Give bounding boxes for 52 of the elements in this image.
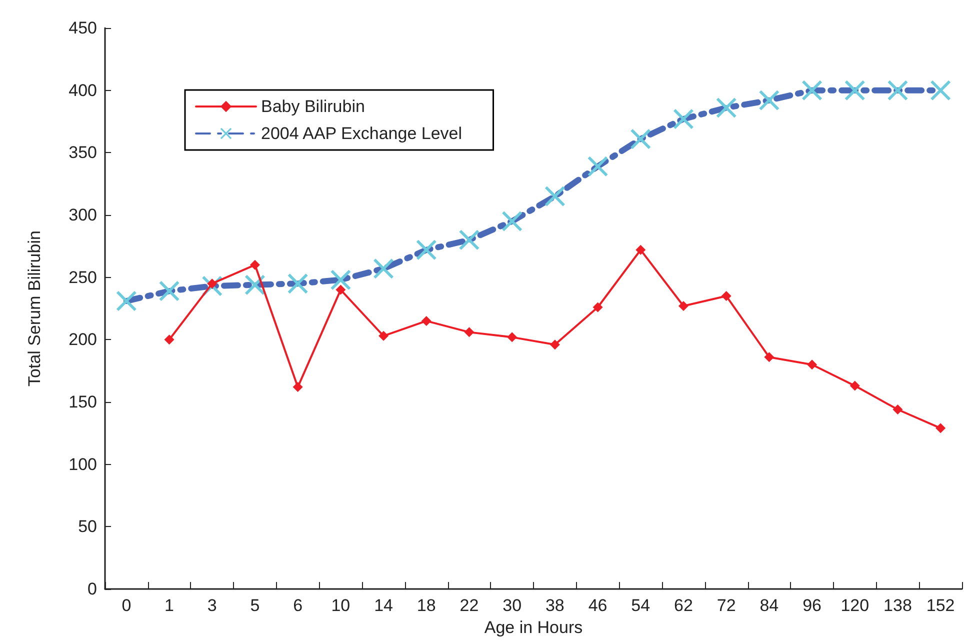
point [892,404,903,414]
x-tick-label: 46 [588,596,608,615]
point [764,352,774,362]
y-tick-label: 450 [68,18,97,38]
point [936,423,946,434]
y-tick-label: 100 [68,454,97,474]
x-tick-label: 1 [164,596,174,615]
point [464,327,474,338]
y-tick-label: 400 [68,80,97,100]
y-tick-label: 200 [68,330,97,350]
x-tick-label: 18 [416,596,436,615]
x-tick-label: 38 [545,596,564,615]
x-tick-label: 120 [840,596,870,615]
point [850,380,860,391]
point [636,244,646,255]
y-tick-label: 300 [68,206,97,224]
y-tick-label: 250 [68,268,97,287]
x-tick-label: 22 [460,596,479,615]
point [421,316,432,326]
y-tick-label: 50 [78,517,97,536]
point [721,291,732,302]
y-tick-label: 150 [68,392,97,412]
point [292,382,303,392]
point [336,284,346,295]
x-tick-label: 72 [716,596,736,615]
x-tick-label: 54 [631,596,650,615]
x-tick-label: 6 [293,596,303,615]
x-tick-label: 138 [884,596,912,615]
x-tick-label: 0 [122,596,132,615]
point [678,301,688,312]
legend-label: 2004 AAP Exchange Level [261,124,462,143]
point [378,330,389,341]
x-axis-title: Age in Hours [484,618,583,637]
legend-label: Baby Bilirubin [261,97,365,116]
y-tick-label: 350 [68,143,97,162]
point [592,302,603,312]
x-tick-label: 30 [502,596,522,615]
x-tick-label: 152 [926,596,955,615]
point [164,334,174,345]
x-tick-label: 62 [674,596,693,615]
x-tick-label: 84 [760,596,779,615]
y-tick-label: 0 [88,580,97,598]
point [507,332,518,342]
x-tick-label: 5 [250,596,260,615]
x-tick-label: 14 [374,596,393,615]
x-tick-label: 3 [207,596,217,615]
x-tick-label: 10 [331,596,350,615]
x-tick-label: 96 [802,596,822,615]
point [250,260,260,270]
y-axis-title: Total Serum Bilirubin [25,230,44,386]
point [807,360,818,370]
point [550,340,560,350]
